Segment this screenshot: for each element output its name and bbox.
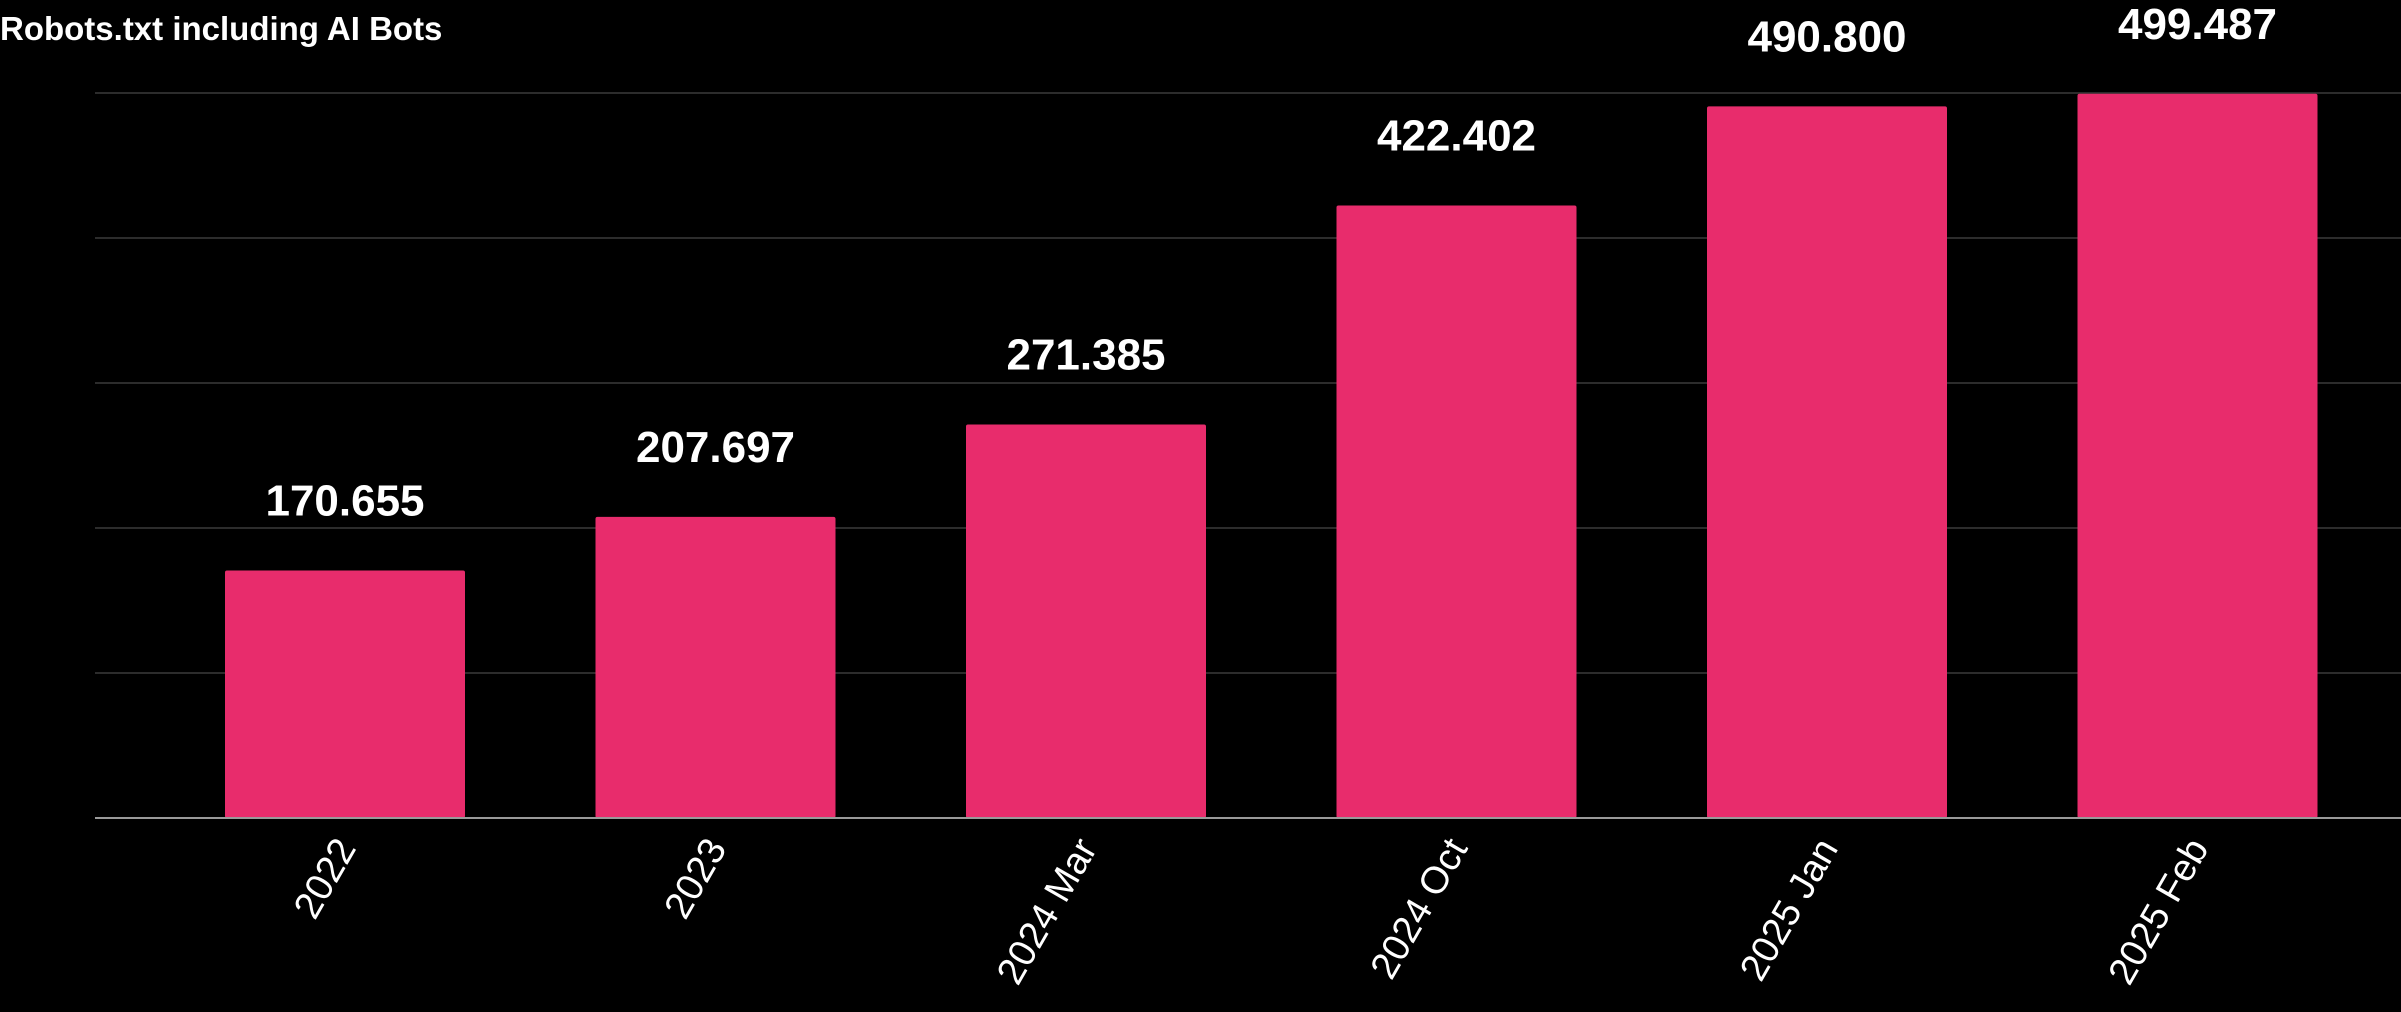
grid-lines (95, 92, 2401, 674)
value-label: 271.385 (1006, 330, 1165, 379)
bar (1336, 205, 1577, 819)
value-label: 422.402 (1377, 112, 1536, 161)
bar (2077, 93, 2318, 819)
value-label: 207.697 (636, 423, 795, 472)
value-label: 170.655 (265, 477, 424, 526)
chart-title: Robots.txt including AI Bots (0, 10, 442, 47)
bar (966, 424, 1206, 818)
bars (225, 93, 2318, 819)
value-label: 499.487 (2118, 0, 2277, 49)
value-label: 490.800 (1747, 12, 1906, 61)
bar (595, 516, 836, 818)
bar (225, 570, 465, 818)
value-labels: 170.655 207.697 271.385 422.402 490.800 499.4… (265, 0, 2277, 526)
bar (1707, 106, 1947, 819)
